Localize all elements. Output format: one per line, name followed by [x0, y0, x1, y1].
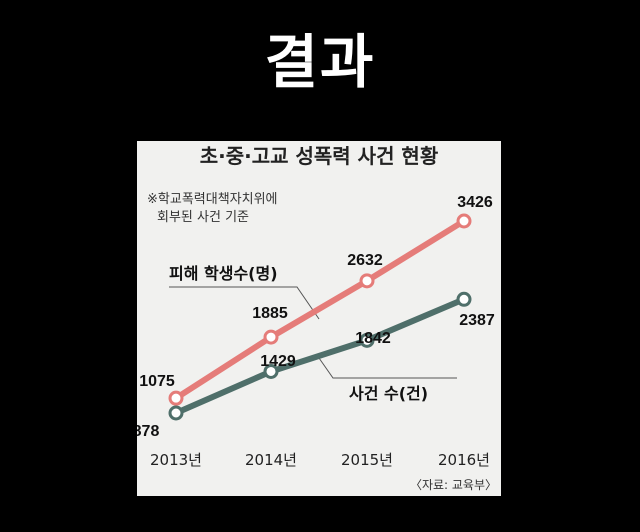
data-label-s2-1: 878 — [137, 423, 159, 440]
legend-leader-lines — [169, 286, 457, 379]
x-tick-label-2: 2014년 — [245, 451, 297, 469]
x-tick-label-4: 2016년 — [438, 451, 490, 469]
data-point-s1-1 — [168, 390, 184, 406]
chart-source: 〈자료: 교육부〉 — [410, 478, 497, 492]
series-lines — [173, 218, 467, 416]
series-line-2 — [173, 296, 467, 416]
data-point-s2-1 — [168, 405, 184, 421]
data-label-s1-3: 2632 — [347, 252, 383, 269]
data-point-s2-2 — [263, 363, 279, 379]
data-label-s1-2: 1885 — [252, 305, 288, 322]
banner-title: 결과 — [264, 28, 376, 96]
chart-note-line-2: 회부된 사건 기준 — [157, 210, 249, 225]
series-points — [168, 213, 472, 421]
x-axis-ticks: 2013년 2014년 2015년 2016년 — [150, 451, 490, 469]
data-point-s1-4 — [456, 213, 472, 229]
data-point-s1-2 — [263, 329, 279, 345]
data-point-s2-4 — [456, 291, 472, 307]
data-point-s1-3 — [359, 273, 375, 289]
chart-title: 초·중·고교 성폭력 사건 현황 — [200, 144, 439, 168]
legend-leader-line-1 — [169, 286, 320, 320]
data-label-s2-3: 1842 — [355, 330, 391, 347]
series-line-1 — [173, 218, 467, 402]
series-legend-labels: 피해 학생수(명) 사건 수(건) — [169, 264, 428, 403]
data-label-s2-2: 1429 — [260, 353, 296, 370]
chart-note-line-1: ※학교폭력대책자치위에 — [147, 192, 278, 207]
data-label-s1-1: 1075 — [139, 373, 175, 390]
data-label-s2-4: 2387 — [459, 312, 495, 329]
x-tick-label-3: 2015년 — [341, 451, 393, 469]
series-label-2: 사건 수(건) — [349, 384, 428, 403]
chart-panel: 초·중·고교 성폭력 사건 현황 ※학교폭력대책자치위에 회부된 사건 기준 〈… — [137, 141, 501, 496]
x-tick-label-1: 2013년 — [150, 451, 202, 469]
line-chart: 초·중·고교 성폭력 사건 현황 ※학교폭력대책자치위에 회부된 사건 기준 〈… — [137, 144, 497, 492]
series-label-1: 피해 학생수(명) — [169, 264, 278, 283]
data-label-s1-4: 3426 — [457, 194, 493, 211]
data-point-s2-3 — [359, 332, 375, 348]
data-labels: 1075 1885 2632 3426 878 1429 1842 2387 — [137, 194, 495, 440]
legend-leader-line-2 — [318, 357, 457, 379]
